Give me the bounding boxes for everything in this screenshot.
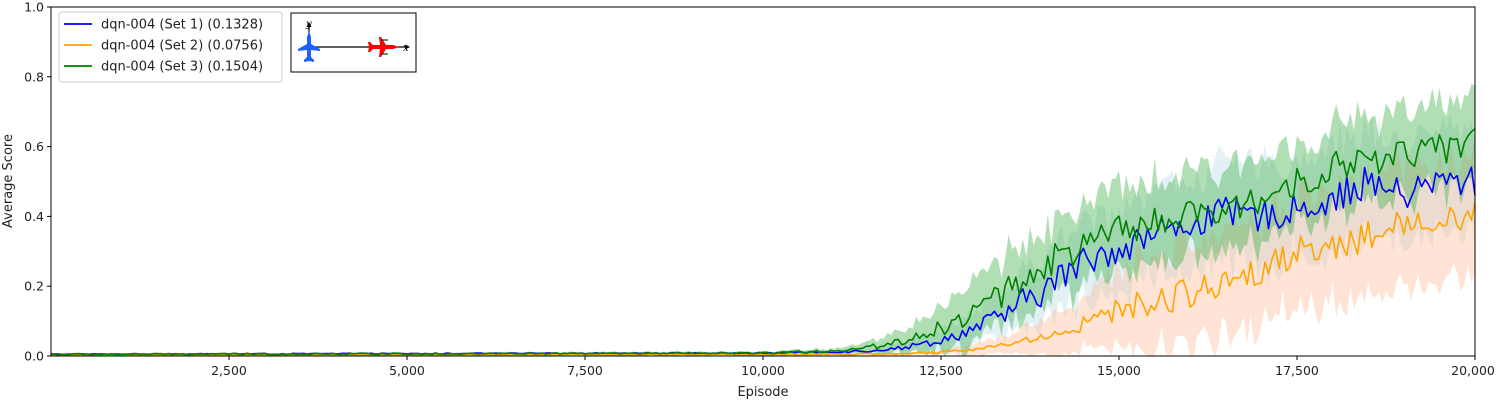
x-tick-label: 5,000 [389,363,425,378]
red-aircraft-icon [368,37,399,57]
legend: dqn-004 (Set 1) (0.1328) dqn-004 (Set 2) … [58,11,283,83]
x-tick-label: 12,500 [919,363,963,378]
inset-x-label: x [403,43,409,54]
x-tick-label: 15,000 [1097,363,1141,378]
x-axis-title: Episode [737,385,788,400]
inset-diagram: x y [290,12,417,73]
inset-y-arrow [306,22,312,27]
legend-entries: dqn-004 (Set 1) (0.1328) dqn-004 (Set 2) … [64,18,263,75]
inset-box [290,12,417,73]
y-tick-label: 0.8 [24,69,44,84]
legend-label-1: dqn-004 (Set 1) (0.1328) [101,18,263,33]
blue-aircraft-icon [298,31,320,62]
series-band-2 [51,131,1475,356]
x-tick-label: 2,500 [211,363,247,378]
y-axis-ticks: 0.0 0.2 0.4 0.6 0.8 1.0 [24,0,51,364]
series-line-3 [50,128,1476,356]
series-lines [50,128,1476,356]
y-tick-label: 0.4 [24,209,44,224]
x-axis-ticks: 2,500 5,000 7,500 10,000 12,500 15,000 17,500 2… [211,356,1495,378]
inset-x-arrow [405,44,410,50]
series-line-2 [50,202,1476,356]
legend-label-2: dqn-004 (Set 2) (0.0756) [101,39,263,54]
x-tick-label: 10,000 [741,363,785,378]
x-tick-label: 17,500 [1275,363,1319,378]
legend-box [58,11,283,83]
y-tick-label: 0.2 [24,279,44,294]
x-tick-label: 7,500 [567,363,603,378]
y-tick-label: 0.6 [24,139,44,154]
y-axis-title: Average Score [1,134,16,228]
legend-label-3: dqn-004 (Set 3) (0.1504) [101,60,263,75]
inset-y-label: y [305,19,312,30]
y-tick-label: 0.0 [24,349,44,364]
series-band-3 [51,83,1475,356]
x-tick-label: 20,000 [1451,363,1495,378]
y-tick-label: 1.0 [24,0,44,15]
